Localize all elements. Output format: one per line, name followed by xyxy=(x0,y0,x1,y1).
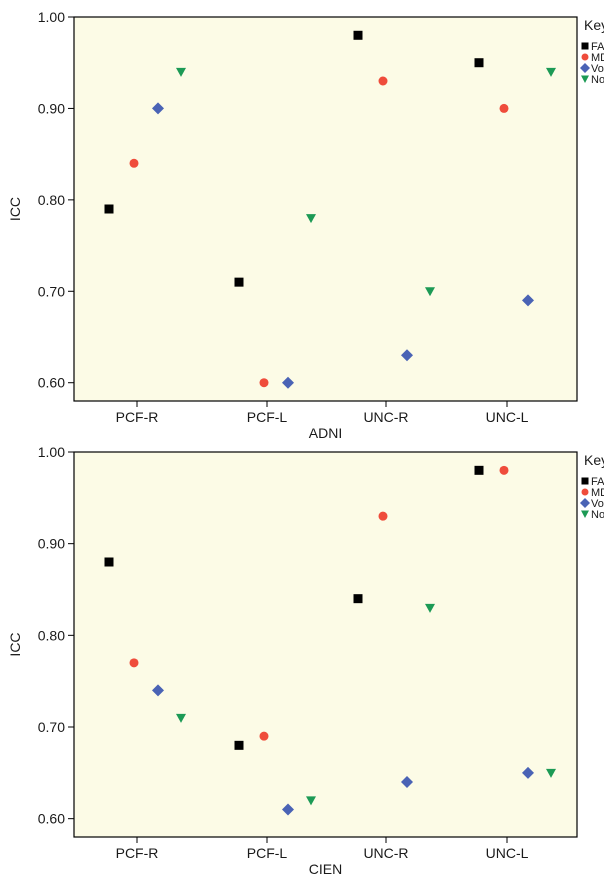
legend-label-no: No. xyxy=(591,509,604,521)
data-point xyxy=(401,349,413,362)
x-tick-label: UNC-L xyxy=(486,845,529,861)
legend-label-fa: FA xyxy=(591,476,604,488)
legend-marker xyxy=(581,53,589,61)
data-point xyxy=(474,58,484,68)
legend-marker xyxy=(581,477,589,485)
data-point xyxy=(176,67,186,77)
x-tick-label: PCF-R xyxy=(116,409,159,425)
legend-label-no: No. xyxy=(591,74,604,86)
legend-label-fa: FA xyxy=(591,41,604,53)
legend-marker xyxy=(581,42,589,50)
data-point xyxy=(546,67,556,77)
legend-label-md: MD xyxy=(591,487,604,499)
x-tick-label: UNC-R xyxy=(363,409,408,425)
data-point xyxy=(306,796,316,806)
data-point xyxy=(282,803,294,816)
data-point xyxy=(129,658,139,668)
plot-area xyxy=(73,16,578,402)
y-tick-label: 1.00 xyxy=(38,444,65,460)
legend: Key FAMDVolNo. xyxy=(580,17,604,86)
data-point xyxy=(425,603,435,613)
y-tick-label: 1.00 xyxy=(38,9,65,25)
data-point xyxy=(474,465,484,475)
y-tick-label: 0.90 xyxy=(38,100,65,116)
y-tick-label: 0.60 xyxy=(38,375,65,391)
data-point xyxy=(129,158,139,168)
y-tick-label: 0.80 xyxy=(38,627,65,643)
x-axis-title: ADNI xyxy=(309,425,342,441)
data-point xyxy=(353,594,363,604)
legend-marker xyxy=(581,488,589,496)
data-point xyxy=(378,76,388,86)
data-point xyxy=(499,465,509,475)
x-tick-label: PCF-L xyxy=(247,409,288,425)
data-point xyxy=(152,102,164,115)
data-point xyxy=(152,684,164,697)
data-point xyxy=(104,557,114,567)
legend-marker xyxy=(580,498,590,508)
chart-panel-0: 0.60 0.70 0.80 0.90 1.00 PCF-R PCF-L UNC-R UNC-L… xyxy=(7,9,604,441)
y-tick-label: 0.70 xyxy=(38,283,65,299)
y-tick-label: 0.70 xyxy=(38,719,65,735)
legend-title: Key xyxy=(584,452,604,468)
data-point xyxy=(259,731,269,741)
legend-title: Key xyxy=(584,17,604,33)
data-point xyxy=(522,294,534,307)
x-tick-label: PCF-L xyxy=(247,845,288,861)
legend-marker xyxy=(581,510,589,518)
legend: Key FAMDVolNo. xyxy=(580,452,604,521)
data-point xyxy=(306,214,316,224)
x-tick-label: PCF-R xyxy=(116,845,159,861)
data-point xyxy=(259,378,269,388)
data-point xyxy=(234,277,244,287)
data-point xyxy=(282,376,294,389)
data-point xyxy=(176,713,186,723)
y-axis-title: ICC xyxy=(7,197,23,221)
data-point xyxy=(499,103,509,113)
x-tick-label: UNC-L xyxy=(486,409,529,425)
data-point xyxy=(425,287,435,297)
y-axis-title: ICC xyxy=(7,632,23,656)
data-point xyxy=(522,766,534,779)
data-point xyxy=(234,740,244,750)
y-tick-label: 0.90 xyxy=(38,536,65,552)
x-axis-title: CIEN xyxy=(309,861,342,877)
y-tick-label: 0.80 xyxy=(38,192,65,208)
data-point xyxy=(353,30,363,40)
plot-area xyxy=(73,451,578,838)
data-point xyxy=(546,768,556,778)
legend-label-vol: Vol xyxy=(591,63,604,75)
data-point xyxy=(401,776,413,788)
chart-panel-1: 0.60 0.70 0.80 0.90 1.00 PCF-R PCF-L UNC-R UNC-L… xyxy=(7,444,604,877)
legend-marker xyxy=(581,75,589,83)
data-point xyxy=(378,511,388,521)
legend-label-md: MD xyxy=(591,52,604,64)
data-point xyxy=(104,204,114,214)
y-tick-label: 0.60 xyxy=(38,811,65,827)
legend-label-vol: Vol xyxy=(591,498,604,510)
legend-marker xyxy=(580,63,590,73)
x-tick-label: UNC-R xyxy=(363,845,408,861)
